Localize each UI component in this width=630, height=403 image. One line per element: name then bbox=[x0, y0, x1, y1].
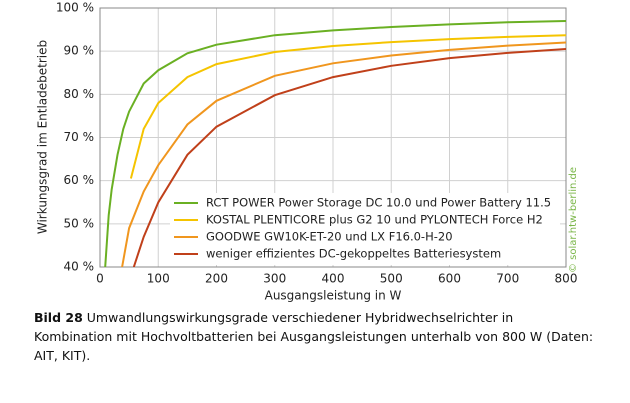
y-tick-label: 40 % bbox=[64, 260, 95, 274]
x-tick-label: 500 bbox=[380, 272, 403, 286]
x-tick-label: 0 bbox=[96, 272, 104, 286]
plot-lines bbox=[104, 20, 566, 267]
x-tick-label: 800 bbox=[555, 272, 578, 286]
y-tick-label: 60 % bbox=[64, 173, 95, 187]
legend-label: GOODWE GW10K-ET-20 und LX F16.0-H-20 bbox=[206, 230, 453, 244]
watermark: © solar.htw-berlin.de bbox=[568, 167, 579, 273]
x-tick-label: 700 bbox=[496, 272, 519, 286]
series-line bbox=[129, 34, 566, 179]
y-tick-label: 50 % bbox=[64, 216, 95, 230]
x-tick-label: 400 bbox=[322, 272, 345, 286]
x-tick-label: 300 bbox=[263, 272, 286, 286]
x-axis-label: Ausgangsleistung in W bbox=[265, 289, 402, 303]
chart: Ausgangsleistung in W Wirkungsgrad im En… bbox=[36, 1, 580, 303]
legend-box bbox=[170, 193, 560, 265]
caption-text: Umwandlungswirkungsgrade verschiedener H… bbox=[34, 310, 594, 363]
legend-label: RCT POWER Power Storage DC 10.0 und Powe… bbox=[206, 196, 551, 210]
x-tick-label: 600 bbox=[438, 272, 461, 286]
legend-label: KOSTAL PLENTICORE plus G2 10 und PYLONTE… bbox=[206, 213, 543, 227]
series-line bbox=[132, 48, 566, 267]
legend-label: weniger effizientes DC-gekoppeltes Batte… bbox=[206, 247, 501, 261]
plot-frame bbox=[99, 7, 567, 268]
y-tick-label: 100 % bbox=[56, 1, 94, 15]
caption: Bild 28 Umwandlungswirkungsgrade verschi… bbox=[34, 308, 594, 365]
x-tick-label: 200 bbox=[205, 272, 228, 286]
caption-label: Bild 28 bbox=[34, 310, 83, 325]
y-axis-label: Wirkungsgrad im Entladebetrieb bbox=[36, 40, 50, 234]
series-line bbox=[104, 20, 566, 267]
series-line bbox=[121, 41, 566, 267]
x-tick-label: 100 bbox=[147, 272, 170, 286]
y-tick-label: 80 % bbox=[64, 87, 95, 101]
y-tick-label: 70 % bbox=[64, 130, 95, 144]
y-tick-label: 90 % bbox=[64, 44, 95, 58]
